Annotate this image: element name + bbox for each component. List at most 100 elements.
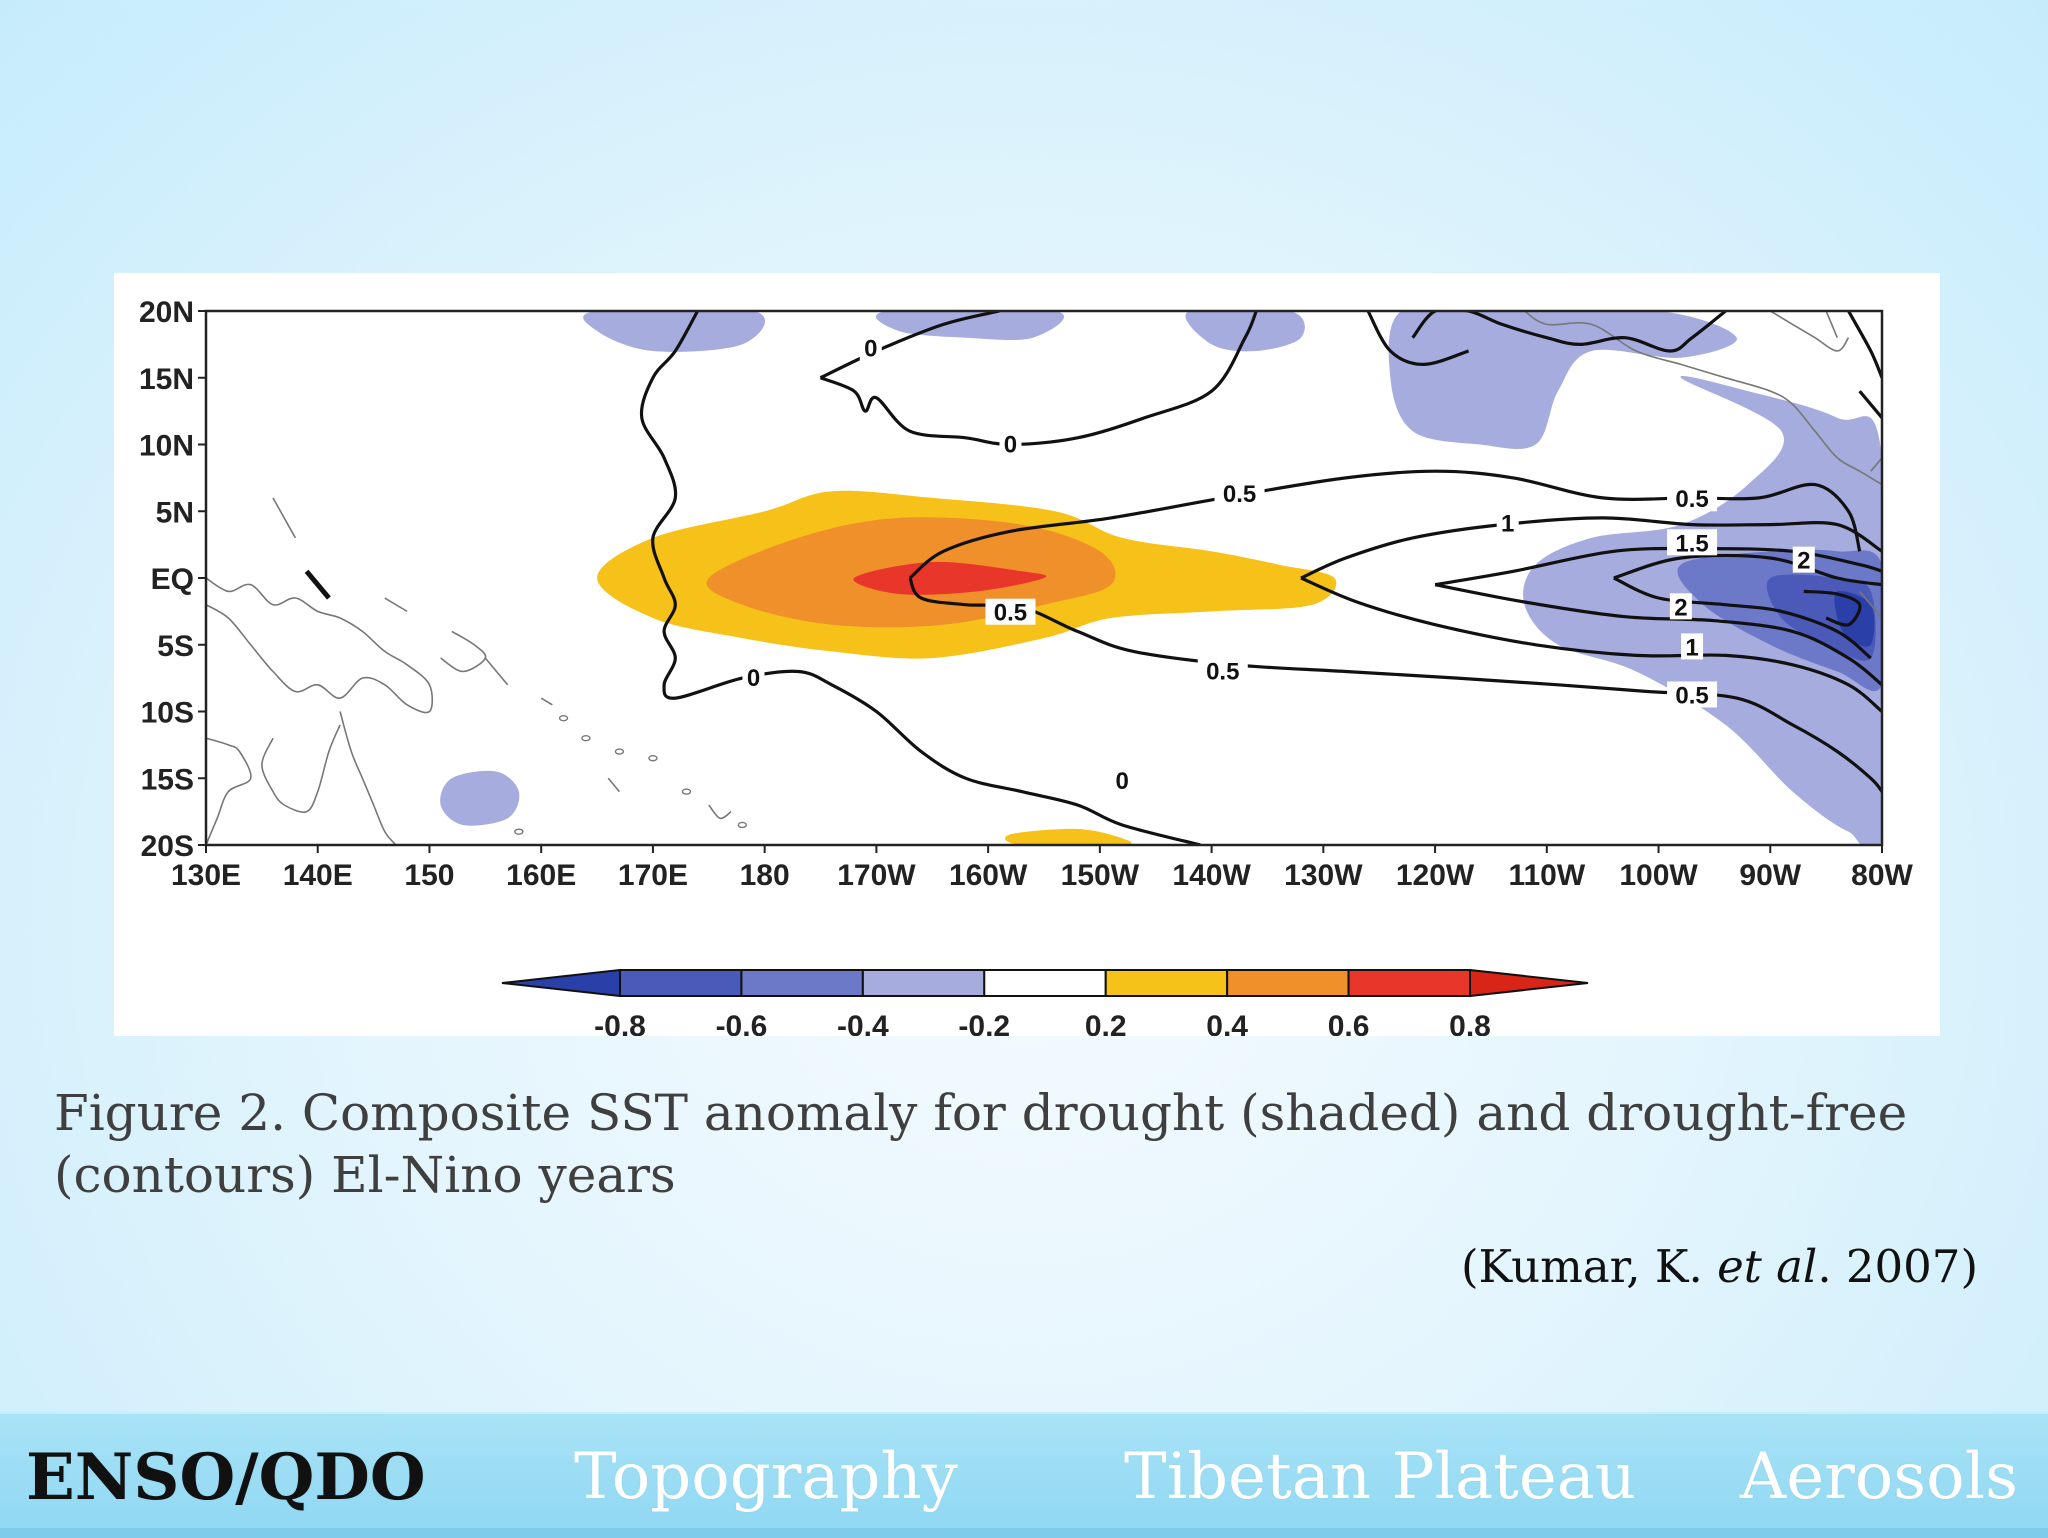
contour-label-text-6: 0.5 [1206, 658, 1239, 685]
contour-label-bg-7 [1667, 485, 1718, 512]
colorbar-tick-label-4: 0.2 [1085, 1010, 1127, 1036]
contour-label-7: 0.5 [1667, 485, 1718, 513]
contour-label-text-3: 0 [1116, 768, 1129, 795]
contour-label-5: 0.5 [1214, 479, 1265, 508]
contour-label-text-8: 0.5 [1675, 682, 1708, 709]
figure-caption: Figure 2. Composite SST anomaly for drou… [54, 1082, 1954, 1206]
nav-tibetan-plateau[interactable]: Tibetan Plateau [1124, 1440, 1637, 1514]
x-tick-label-12: 110W [1508, 859, 1585, 892]
contour-0-north [819, 311, 1000, 380]
contour-0.5-upper [908, 469, 1862, 580]
contour-0-far-e [1847, 311, 1882, 379]
x-tick-label-14: 90W [1739, 859, 1801, 892]
contour-label-bg-9 [1496, 509, 1519, 536]
contour-label-text-9: 1 [1501, 510, 1514, 537]
contour-label-3: 0 [1111, 766, 1134, 795]
colorbar-extend-high [1469, 968, 1589, 998]
contour-label-8: 0.5 [1667, 681, 1718, 709]
contour-label-bg-0 [859, 334, 882, 361]
contour-1-lower [1300, 576, 1882, 713]
contour-2-lower [1613, 576, 1872, 660]
contour-label-text-0: 0 [864, 335, 877, 362]
contour-tilt [1858, 390, 1882, 419]
shade-neg-02-a [583, 311, 766, 352]
y-tick-label-3: 5N [156, 496, 194, 529]
colorbar-tick-label-2: -0.4 [837, 1010, 889, 1036]
contour-label-0: 0 [859, 334, 882, 362]
citation-suffix: . 2007) [1817, 1240, 1978, 1293]
coastline-14 [1859, 590, 1882, 619]
x-tick-label-7: 160W [949, 859, 1028, 892]
contour-label-text-13: 2 [1674, 594, 1687, 621]
coastline-6 [540, 697, 553, 706]
contour-0-loop [819, 311, 1258, 447]
x-tick-label-6: 170W [837, 859, 916, 892]
colorbar-segment-6 [1226, 969, 1350, 997]
contour-1-upper [1300, 516, 1882, 580]
x-tick-label-2: 150 [404, 859, 454, 892]
coastline-9 [384, 597, 408, 613]
contour-label-bg-1 [999, 430, 1022, 457]
new-britain-mark [304, 569, 331, 600]
nav-enso-qdo[interactable]: ENSO/QDO [26, 1440, 426, 1515]
shade-neg-02-f [440, 770, 520, 826]
colorbar-segment-2 [740, 969, 864, 997]
colorbar-segment-4 [983, 969, 1107, 997]
y-tick-label-6: 10S [141, 697, 194, 730]
x-tick-label-3: 160E [506, 859, 576, 892]
colorbar-tick-label-0: -0.8 [594, 1010, 646, 1036]
colorbar-segment-5 [1104, 969, 1229, 997]
citation: (Kumar, K. et al. 2007) [1461, 1240, 1978, 1293]
x-tick-label-11: 120W [1396, 859, 1475, 892]
y-tick-label-4: EQ [151, 563, 194, 596]
island-1 [558, 714, 569, 722]
sst-anomaly-figure: 0 0 0 0 0.5 0.5 0.5 0.5 0.5 1 1 1.5 2 2 130E 140E 150 16… [114, 273, 1940, 1036]
x-tick-label-10: 130W [1284, 859, 1363, 892]
contour-label-text-7: 0.5 [1675, 486, 1708, 513]
contour-label-text-11: 1.5 [1675, 530, 1708, 557]
island-3 [648, 755, 658, 762]
contour-label-bg-4 [985, 598, 1036, 625]
contour-label-bg-6 [1197, 657, 1248, 684]
citation-etal: et al [1717, 1240, 1818, 1293]
coastline-0 [206, 577, 434, 714]
citation-prefix: (Kumar, K. [1460, 1240, 1718, 1293]
contour-label-bg-8 [1667, 681, 1718, 708]
shade-neg-02-c [1185, 311, 1305, 352]
contour-label-bg-13 [1669, 593, 1692, 620]
shade-neg-02-e [1523, 375, 1882, 845]
x-tick-label-5: 180 [740, 859, 790, 892]
island-5 [681, 788, 692, 795]
contour-label-text-12: 2 [1797, 548, 1810, 575]
bottom-navigation-bar: ENSO/QDO Topography Tibetan Plateau Aero… [0, 1412, 2048, 1538]
coastline-8 [607, 777, 621, 793]
contour-label-6: 0.5 [1197, 657, 1248, 685]
colorbar-tick-label-7: 0.8 [1449, 1010, 1491, 1036]
nav-aerosols[interactable]: Aerosols [1740, 1440, 2018, 1514]
nav-topography[interactable]: Topography [574, 1440, 958, 1514]
x-tick-label-9: 140W [1172, 859, 1251, 892]
contour-label-10: 1 [1681, 633, 1704, 661]
colorbar-segment-7 [1347, 969, 1471, 997]
coastline-11 [1769, 311, 1850, 352]
contour-0-ne [1366, 311, 1470, 366]
x-tick-label-1: 140E [283, 859, 353, 892]
colorbar-tick-label-3: -0.2 [958, 1010, 1010, 1036]
caption-line-2: (contours) El-Nino years [54, 1146, 676, 1204]
contour-label-4: 0.5 [985, 598, 1036, 627]
contour-0-west [639, 311, 1201, 845]
contour-label-text-2: 0 [747, 665, 760, 692]
island-4 [737, 821, 748, 829]
contour-label-text-10: 1 [1685, 634, 1698, 661]
contour-0-east [1411, 311, 1727, 353]
shade-pos-06 [853, 561, 1047, 595]
contour-label-11: 1.5 [1667, 529, 1718, 557]
colorbar-extend-low [501, 968, 621, 998]
contour-label-13: 2 [1669, 593, 1692, 621]
contour-1.5-lower [1434, 583, 1882, 687]
x-tick-label-8: 150W [1061, 859, 1140, 892]
contour-label-text-1: 0 [1004, 432, 1017, 459]
contour-label-bg-11 [1667, 529, 1718, 556]
coastline-7 [708, 804, 732, 820]
shade-pos-02-b [1005, 828, 1132, 845]
